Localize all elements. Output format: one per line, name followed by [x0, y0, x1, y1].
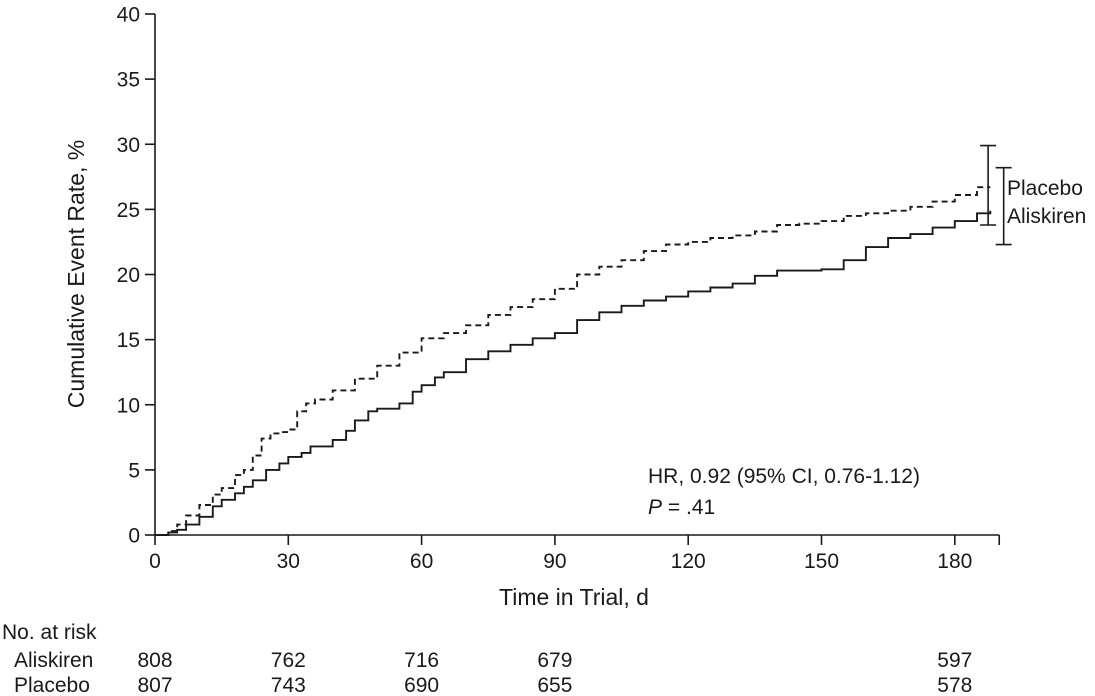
aliskiren-series-label: Aliskiren [1007, 205, 1086, 228]
y-tick-label: 40 [117, 4, 140, 27]
series-layer [155, 186, 992, 536]
y-tick-label: 30 [117, 134, 140, 157]
at-risk-title: No. at risk [2, 621, 97, 644]
y-tick-label: 5 [128, 459, 140, 482]
hazard-ratio-text: HR, 0.92 (95% CI, 0.76-1.12) [648, 465, 920, 488]
placebo-ci-bar [980, 144, 997, 226]
x-tick-label: 120 [671, 550, 706, 573]
y-tick-label: 35 [117, 69, 140, 92]
y-tick-label: 0 [128, 525, 140, 548]
x-axis: 0 30 60 90 120 150 180 [149, 534, 1001, 573]
x-tick-label: 90 [543, 550, 566, 573]
at-risk-value: 807 [137, 674, 172, 696]
x-tick-label: 150 [804, 550, 839, 573]
at-risk-value: 679 [537, 649, 572, 672]
x-tick-label: 180 [937, 550, 972, 573]
y-tick-label: 25 [117, 199, 140, 222]
at-risk-value: 655 [537, 674, 572, 696]
p-value-text: P = .41 [648, 496, 715, 519]
at-risk-value: 597 [937, 649, 972, 672]
hazard-ratio-annotation: HR, 0.92 (95% CI, 0.76-1.12) P = .41 [648, 465, 920, 519]
at-risk-value: 578 [937, 674, 972, 696]
y-tick-label: 20 [117, 264, 140, 287]
aliskiren-ci-bar [995, 166, 1012, 246]
y-tick-label: 10 [117, 394, 140, 417]
aliskiren-curve [155, 210, 992, 536]
at-risk-value: 762 [271, 649, 306, 672]
placebo-series-label: Placebo [1007, 177, 1083, 200]
at-risk-value: 690 [404, 674, 439, 696]
at-risk-value: 716 [404, 649, 439, 672]
at-risk-value: 743 [271, 674, 306, 696]
x-tick-label: 60 [410, 550, 433, 573]
at-risk-row-label: Placebo [14, 674, 90, 696]
y-axis-title: Cumulative Event Rate, % [63, 140, 89, 408]
x-tick-label: 0 [149, 550, 161, 573]
confidence-interval-layer [980, 144, 1012, 246]
series-labels: Placebo Aliskiren [1007, 177, 1086, 228]
placebo-curve [155, 186, 991, 536]
at-risk-row-label: Aliskiren [14, 649, 93, 672]
number-at-risk-table: No. at risk Aliskiren 808 762 716 679 597 Plac… [2, 621, 972, 696]
y-axis: 0 5 10 15 20 25 30 35 40 [117, 4, 156, 548]
at-risk-value: 808 [137, 649, 172, 672]
y-tick-label: 15 [117, 329, 140, 352]
p-value-label: P [648, 496, 662, 519]
p-value-number: = .41 [662, 496, 715, 519]
x-tick-label: 30 [277, 550, 300, 573]
x-axis-title: Time in Trial, d [499, 584, 649, 610]
